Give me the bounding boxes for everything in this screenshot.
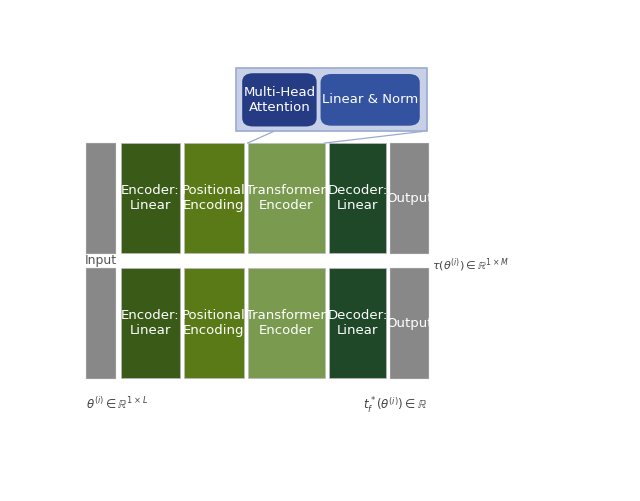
Text: Positional
Encoding: Positional Encoding <box>182 310 246 337</box>
Text: Encoder:
Linear: Encoder: Linear <box>121 310 180 337</box>
FancyBboxPatch shape <box>121 143 180 253</box>
FancyBboxPatch shape <box>248 143 324 253</box>
Text: Input: Input <box>84 254 116 267</box>
Text: Decoder:
Linear: Decoder: Linear <box>328 310 388 337</box>
FancyBboxPatch shape <box>236 68 428 131</box>
Text: $\theta^{(i)} \in \mathbb{R}^{1\times L}$: $\theta^{(i)} \in \mathbb{R}^{1\times L}… <box>86 396 148 412</box>
FancyBboxPatch shape <box>86 143 115 253</box>
FancyBboxPatch shape <box>184 143 244 253</box>
FancyBboxPatch shape <box>248 269 324 378</box>
FancyBboxPatch shape <box>121 269 180 378</box>
Text: Output: Output <box>386 191 433 204</box>
FancyBboxPatch shape <box>242 73 317 126</box>
Text: Multi-Head
Attention: Multi-Head Attention <box>243 86 316 114</box>
FancyBboxPatch shape <box>390 143 428 253</box>
Text: Encoder:
Linear: Encoder: Linear <box>121 184 180 212</box>
Text: Positional
Encoding: Positional Encoding <box>182 184 246 212</box>
FancyBboxPatch shape <box>86 269 115 378</box>
Text: Linear & Norm: Linear & Norm <box>322 93 419 106</box>
Text: $\tau(\theta^{(i)}) \in \mathbb{R}^{1\times M}$: $\tau(\theta^{(i)}) \in \mathbb{R}^{1\ti… <box>431 257 508 275</box>
FancyBboxPatch shape <box>184 269 244 378</box>
Text: Output: Output <box>386 317 433 330</box>
Text: Decoder:
Linear: Decoder: Linear <box>328 184 388 212</box>
Text: Transformer
Encoder: Transformer Encoder <box>246 310 326 337</box>
FancyBboxPatch shape <box>321 74 420 126</box>
FancyBboxPatch shape <box>329 269 386 378</box>
FancyBboxPatch shape <box>329 143 386 253</box>
FancyBboxPatch shape <box>390 269 428 378</box>
Text: Transformer
Encoder: Transformer Encoder <box>246 184 326 212</box>
Text: $t_f^*(\theta^{(i)}) \in \mathbb{R}$: $t_f^*(\theta^{(i)}) \in \mathbb{R}$ <box>364 396 428 415</box>
